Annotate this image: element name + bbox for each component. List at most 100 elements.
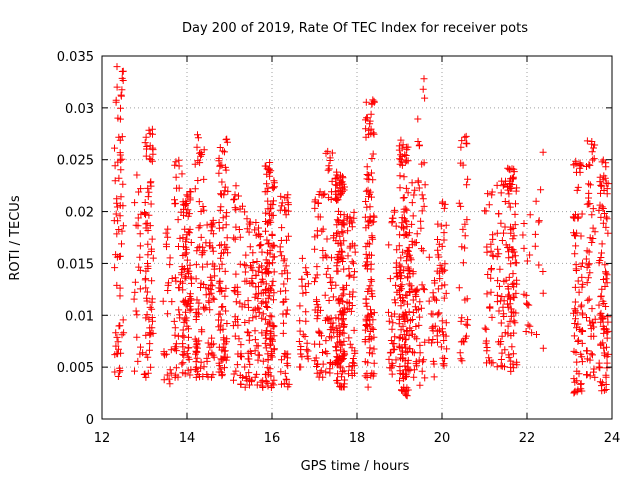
data-point: [230, 376, 237, 384]
data-point: [119, 222, 127, 230]
data-point: [497, 362, 505, 370]
data-point: [332, 181, 340, 189]
data-point: [598, 240, 606, 248]
data-point: [602, 303, 610, 310]
data-point: [262, 280, 270, 288]
data-point: [264, 287, 272, 295]
data-point: [417, 224, 425, 232]
data-point: [396, 268, 404, 276]
data-point: [113, 63, 121, 71]
data-point: [148, 298, 156, 306]
data-point: [192, 350, 199, 358]
data-point: [255, 242, 263, 250]
y-axis-ticks: 0 0.005 0.01 0.015 0.02 0.025 0.03 0.035: [57, 50, 612, 428]
data-point: [406, 289, 414, 297]
data-point: [577, 263, 585, 270]
data-point: [315, 373, 323, 381]
data-point: [161, 351, 169, 359]
data-point: [112, 210, 120, 218]
data-point: [327, 334, 335, 342]
data-point: [497, 356, 505, 363]
data-point: [399, 322, 407, 330]
data-point: [313, 315, 321, 323]
data-point: [388, 370, 396, 378]
data-point: [302, 308, 310, 316]
data-point: [313, 271, 321, 279]
data-point: [403, 373, 410, 380]
data-point: [511, 319, 519, 327]
data-point: [334, 379, 342, 387]
data-point: [602, 269, 610, 277]
data-point: [425, 253, 433, 261]
data-point: [337, 254, 345, 262]
data-point: [245, 317, 253, 325]
data-point: [395, 242, 403, 250]
data-point: [172, 347, 180, 355]
data-point: [405, 308, 413, 316]
data-point: [496, 340, 504, 348]
data-point: [195, 299, 203, 307]
data-point: [362, 295, 370, 303]
data-point: [596, 378, 604, 386]
data-point: [266, 216, 274, 224]
data-point: [236, 299, 244, 307]
data-point: [246, 360, 254, 368]
data-point: [298, 254, 306, 262]
data-point: [148, 235, 156, 243]
data-point: [597, 309, 605, 317]
data-point: [436, 261, 444, 269]
data-point: [113, 281, 121, 289]
data-point: [369, 150, 377, 158]
data-point: [316, 340, 324, 348]
data-point: [532, 197, 540, 205]
data-point: [258, 314, 266, 322]
data-point: [595, 206, 603, 214]
data-point: [365, 131, 373, 139]
y-tick-label: 0.02: [65, 206, 94, 221]
data-point: [351, 268, 358, 276]
data-point: [264, 294, 272, 302]
data-point: [390, 208, 398, 216]
data-point: [493, 298, 501, 306]
data-point: [200, 175, 208, 183]
data-point: [457, 317, 465, 325]
data-point: [284, 275, 291, 283]
data-point: [249, 266, 257, 274]
data-point: [348, 258, 356, 266]
data-point: [115, 345, 122, 353]
data-point: [311, 204, 319, 212]
data-point: [322, 347, 330, 355]
data-point: [209, 260, 217, 268]
data-point: [493, 363, 501, 371]
data-point: [142, 373, 150, 381]
data-point: [118, 240, 125, 248]
data-point: [185, 210, 193, 218]
data-point: [172, 158, 180, 166]
data-point: [572, 315, 579, 323]
data-point: [351, 248, 359, 256]
data-point: [232, 367, 240, 375]
data-point: [282, 262, 290, 270]
data-point: [511, 221, 519, 229]
data-point: [421, 181, 429, 189]
data-point: [412, 239, 420, 246]
data-point: [322, 270, 330, 278]
data-point: [339, 255, 347, 263]
data-point: [526, 211, 534, 219]
data-point: [506, 182, 514, 190]
data-point: [583, 279, 591, 287]
data-point: [224, 249, 232, 257]
data-point: [176, 234, 184, 242]
data-point: [333, 230, 340, 238]
data-point: [393, 246, 401, 254]
data-point: [267, 200, 275, 208]
data-point: [181, 250, 189, 258]
data-point: [440, 204, 448, 212]
data-point: [182, 235, 190, 243]
data-point: [464, 175, 472, 183]
data-point: [588, 211, 596, 219]
data-point: [368, 232, 376, 240]
data-point: [166, 261, 174, 269]
data-point: [142, 314, 150, 322]
data-point: [501, 346, 509, 354]
